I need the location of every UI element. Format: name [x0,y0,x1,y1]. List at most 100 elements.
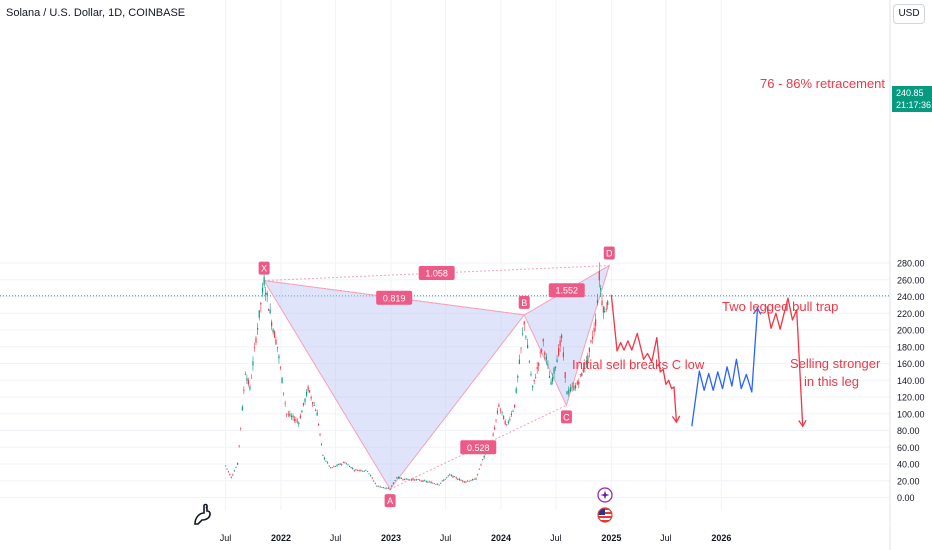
y-tick-label: 100.00 [897,409,925,419]
candle-body [233,470,236,472]
pattern-point-d: D [603,246,615,260]
candle-body [536,367,538,369]
candle-body [496,410,499,414]
candle-body [240,427,242,429]
candle-body [342,462,344,464]
candle-body [604,310,606,313]
candle-body [541,349,543,352]
candle-body [515,388,517,393]
x-tick-label: 2025 [601,533,621,543]
candle-body [341,463,343,465]
candle-body [600,288,602,290]
candle-body [512,410,514,412]
candle-body [585,360,587,365]
event-star-icon[interactable] [597,487,613,503]
candle-body [276,346,278,348]
candle-body [328,465,330,467]
candle-body [257,327,259,330]
candle-body [381,487,383,489]
candle-body [345,463,348,465]
candle-body [224,465,227,467]
candle-body [279,367,282,369]
candle-body [430,482,432,484]
candle-body [387,487,390,489]
candle-body [595,319,597,326]
candle-body [483,455,485,458]
candle-body [415,479,418,481]
pattern-point-label: A [387,496,393,506]
candle-body [331,467,333,469]
candle-body [513,404,516,408]
candle-body [305,391,308,396]
candle-body [377,485,380,487]
candle-body [582,367,584,373]
candle-body [417,479,419,480]
candle-body [527,344,529,349]
candle-body [299,415,301,419]
annotation-initial-sell: Initial sell breaks C low [572,357,705,372]
candle-body [268,309,270,311]
annotation-bull-trap: Two legged bull trap [722,299,838,314]
currency-button[interactable]: USD [893,4,925,24]
candle-body [538,362,540,366]
candle-body [261,287,264,293]
candle-body [498,404,500,407]
y-tick-label: 140.00 [897,376,925,386]
candle-body [428,481,431,483]
candle-body [394,480,396,481]
candle-body [581,372,583,377]
candle-body [458,478,461,480]
y-tick-label: 120.00 [897,393,925,403]
candle-body [323,457,326,460]
candle-body [255,337,257,343]
candle-body [319,433,321,435]
candle-body [272,329,274,333]
candle-body [392,482,395,484]
candle-body [244,373,247,375]
candle-body [250,377,253,379]
y-tick-label: 200.00 [897,326,925,336]
candle-body [578,381,580,385]
candle-body [347,464,349,466]
ratio-label-text: 0.528 [467,443,490,453]
candle-body [605,308,607,310]
candle-body [457,479,459,480]
ratio-label-text: 0.819 [383,293,406,303]
candle-body [243,389,245,391]
candle-body [247,379,250,385]
candle-body [467,480,469,482]
candle-body [520,347,522,349]
candle-body [528,361,530,363]
candle-body [551,377,554,382]
candle-body [400,478,403,479]
candle-body [391,485,393,487]
pattern-point-label: X [261,264,267,274]
ratio-label-text: 1.058 [425,269,448,279]
pattern-point-c: C [560,410,572,424]
candle-body [344,462,346,464]
candle-body [366,471,369,473]
candle-body [266,292,268,296]
candle-body [365,469,367,471]
candle-body [553,367,555,374]
candle-body [506,424,508,426]
candle-body [292,415,294,418]
candle-body [355,469,357,471]
candle-body [249,386,251,390]
candle-body [525,336,527,338]
candle-body [287,413,289,415]
grid [0,0,890,510]
candle-body [465,481,467,483]
candle-body [427,481,429,483]
candle-body [550,381,552,385]
candle-body [523,321,525,325]
candle-body [232,474,234,476]
candle-body [530,374,532,376]
candle-body [438,484,440,486]
us-flag-event-icon[interactable] [597,507,613,523]
candle-body [373,480,375,482]
candle-body [472,479,474,481]
y-tick-label: 20.00 [897,476,920,486]
y-tick-label: 220.00 [897,309,925,319]
